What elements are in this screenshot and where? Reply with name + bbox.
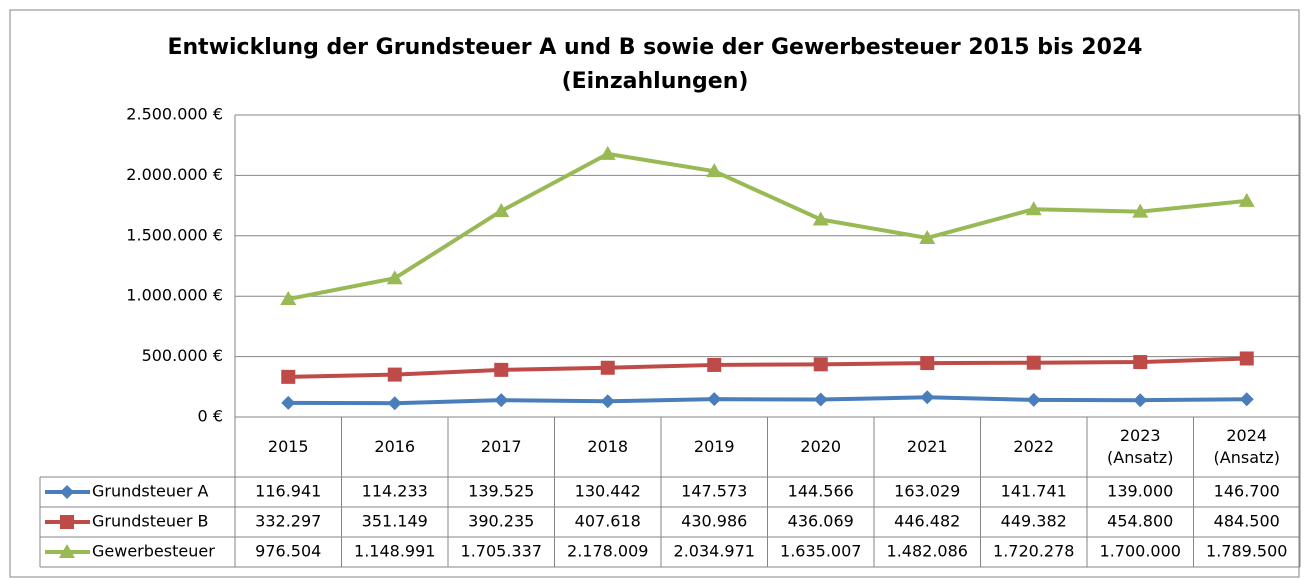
table-value: 144.566: [788, 482, 854, 501]
table-value: 1.635.007: [780, 542, 861, 561]
table-value: 2.034.971: [674, 542, 755, 561]
table-value: 390.235: [468, 512, 534, 531]
table-value: 116.941: [255, 482, 321, 501]
table-value: 1.720.278: [993, 542, 1074, 561]
marker: [813, 392, 828, 407]
table-value: 454.800: [1107, 512, 1173, 531]
legend-label: Grundsteuer A: [92, 482, 209, 501]
table-value: 976.504: [255, 542, 321, 561]
marker: [920, 356, 935, 371]
y-tick-label: 1.000.000 €: [126, 286, 223, 305]
table-value: 2.178.009: [567, 542, 648, 561]
table-value: 139.525: [468, 482, 534, 501]
table-value: 1.700.000: [1100, 542, 1181, 561]
x-tick-label: 2016: [374, 437, 416, 456]
x-tick-label: 2017: [480, 437, 522, 456]
x-tick-label: 2015: [267, 437, 309, 456]
series-line: [288, 356, 1247, 379]
series-line: [287, 151, 1247, 302]
y-tick-label: 0 €: [198, 407, 223, 426]
table-value: 449.382: [1001, 512, 1067, 531]
y-tick-label: 2.500.000 €: [126, 105, 223, 124]
marker: [706, 163, 723, 178]
table-value: 351.149: [362, 512, 428, 531]
table-value: 141.741: [1001, 482, 1067, 501]
chart-subtitle: (Einzahlungen): [562, 69, 749, 94]
chart-title: Entwicklung der Grundsteuer A und B sowi…: [167, 35, 1142, 60]
marker: [812, 211, 829, 226]
series-line: [288, 395, 1247, 406]
legend-label: Gewerbesteuer: [92, 542, 215, 561]
marker: [494, 362, 509, 377]
table-value: 146.700: [1214, 482, 1280, 501]
marker: [707, 357, 722, 372]
table-value: 147.573: [681, 482, 747, 501]
table-value: 407.618: [575, 512, 641, 531]
marker: [1133, 355, 1148, 370]
table-value: 332.297: [255, 512, 321, 531]
table-value: 436.069: [788, 512, 854, 531]
marker: [386, 270, 403, 285]
y-tick-label: 1.500.000 €: [126, 225, 223, 244]
y-tick-label: 500.000 €: [142, 346, 223, 365]
marker: [600, 394, 615, 409]
x-tick-label: 2024 (Ansatz): [1213, 426, 1280, 467]
marker: [1025, 201, 1042, 216]
y-tick-label: 2.000.000 €: [126, 165, 223, 184]
x-tick-label: 2018: [587, 437, 629, 456]
x-tick-label: 2019: [693, 437, 735, 456]
table-value: 1.789.500: [1206, 542, 1287, 561]
marker: [600, 360, 615, 375]
marker: [59, 544, 75, 558]
marker: [1132, 203, 1149, 218]
x-tick-label: 2021: [906, 437, 948, 456]
marker: [493, 202, 510, 217]
marker: [1133, 393, 1148, 408]
x-tick-label: 2022: [1013, 437, 1055, 456]
table-value: 114.233: [362, 482, 428, 501]
marker: [1239, 351, 1254, 366]
table-value: 163.029: [894, 482, 960, 501]
marker: [1239, 392, 1254, 407]
marker: [1026, 392, 1041, 407]
marker: [281, 395, 296, 410]
marker: [920, 390, 935, 405]
table-value: 1.705.337: [461, 542, 542, 561]
x-tick-label: 2020: [800, 437, 842, 456]
x-tick-label: 2023 (Ansatz): [1107, 426, 1174, 467]
marker: [1238, 192, 1255, 207]
marker: [60, 515, 74, 529]
chart-border: [9, 9, 1300, 578]
table-value: 430.986: [681, 512, 747, 531]
marker: [707, 392, 722, 407]
marker: [280, 291, 297, 306]
marker: [599, 145, 616, 160]
table-value: 130.442: [575, 482, 641, 501]
marker: [281, 369, 296, 384]
marker: [387, 396, 402, 411]
table-value: 139.000: [1107, 482, 1173, 501]
marker: [1026, 355, 1041, 370]
legend-label: Grundsteuer B: [92, 512, 209, 531]
marker: [387, 367, 402, 382]
table-value: 1.482.086: [887, 542, 968, 561]
marker: [60, 485, 74, 499]
table-value: 1.148.991: [354, 542, 435, 561]
marker: [494, 393, 509, 408]
table-value: 446.482: [894, 512, 960, 531]
marker: [919, 229, 936, 244]
marker: [813, 357, 828, 372]
table-value: 484.500: [1214, 512, 1280, 531]
